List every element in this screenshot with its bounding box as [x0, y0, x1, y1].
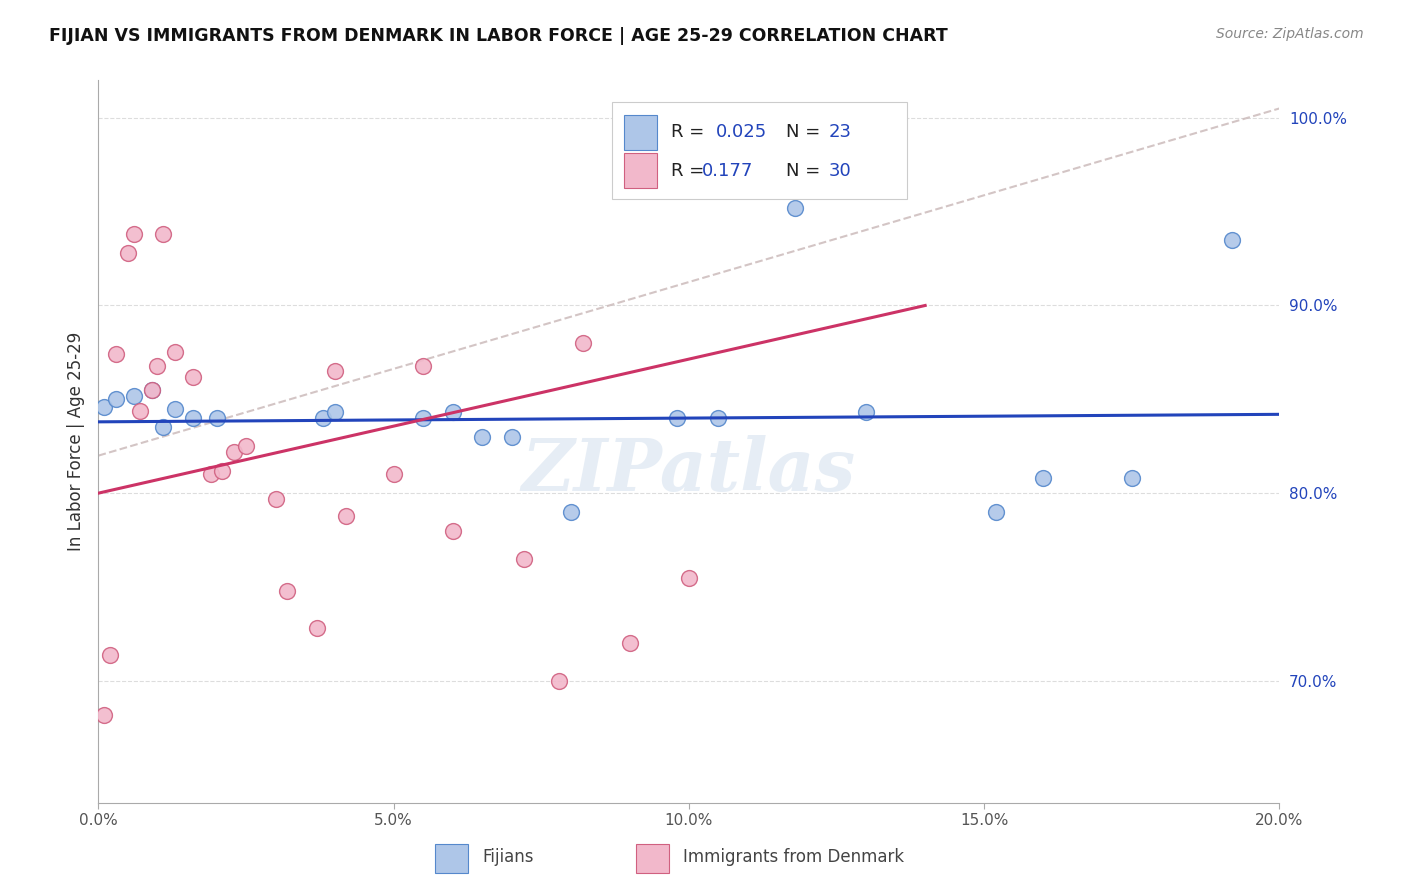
Text: 0.177: 0.177: [702, 161, 754, 179]
Point: [785, 201, 807, 215]
Point: [501, 430, 523, 444]
Point: [984, 505, 1007, 519]
Point: [548, 673, 571, 688]
Text: R =: R =: [671, 123, 710, 141]
Text: 30: 30: [828, 161, 851, 179]
Text: ZIPatlas: ZIPatlas: [522, 435, 856, 506]
Point: [200, 467, 222, 482]
Point: [141, 383, 163, 397]
Text: R =: R =: [671, 161, 710, 179]
Point: [276, 583, 298, 598]
FancyBboxPatch shape: [612, 102, 907, 200]
Point: [323, 364, 346, 378]
Point: [471, 430, 494, 444]
Point: [105, 347, 128, 361]
Point: [412, 411, 434, 425]
Point: [105, 392, 128, 407]
Text: N =: N =: [786, 161, 825, 179]
Point: [93, 707, 115, 722]
Point: [571, 336, 593, 351]
Point: [181, 411, 204, 425]
Point: [412, 359, 434, 373]
Text: FIJIAN VS IMMIGRANTS FROM DENMARK IN LABOR FORCE | AGE 25-29 CORRELATION CHART: FIJIAN VS IMMIGRANTS FROM DENMARK IN LAB…: [49, 27, 948, 45]
Point: [855, 405, 877, 419]
Point: [205, 411, 228, 425]
Text: 23: 23: [828, 123, 851, 141]
Text: N =: N =: [786, 123, 825, 141]
Point: [152, 420, 174, 434]
Point: [122, 227, 145, 242]
Point: [707, 411, 730, 425]
Point: [1121, 471, 1143, 485]
Point: [441, 524, 464, 538]
Point: [146, 359, 169, 373]
Text: Source: ZipAtlas.com: Source: ZipAtlas.com: [1216, 27, 1364, 41]
Point: [224, 445, 246, 459]
FancyBboxPatch shape: [624, 153, 657, 188]
Point: [619, 636, 641, 650]
FancyBboxPatch shape: [624, 115, 657, 150]
Text: 0.025: 0.025: [716, 123, 768, 141]
Point: [382, 467, 405, 482]
Point: [141, 383, 163, 397]
Point: [335, 508, 357, 523]
Point: [264, 491, 287, 506]
Point: [165, 401, 187, 416]
FancyBboxPatch shape: [636, 844, 669, 873]
Point: [766, 170, 789, 185]
Point: [560, 505, 582, 519]
Point: [678, 571, 700, 585]
Point: [93, 400, 115, 414]
Text: Fijians: Fijians: [482, 848, 534, 866]
Text: Immigrants from Denmark: Immigrants from Denmark: [683, 848, 904, 866]
Point: [128, 403, 150, 417]
Point: [235, 439, 257, 453]
Point: [312, 411, 335, 425]
Point: [1220, 233, 1243, 247]
Point: [1032, 471, 1054, 485]
Point: [98, 648, 121, 662]
Y-axis label: In Labor Force | Age 25-29: In Labor Force | Age 25-29: [66, 332, 84, 551]
Point: [441, 405, 464, 419]
Point: [666, 411, 689, 425]
Point: [512, 551, 534, 566]
Point: [305, 621, 328, 635]
Point: [152, 227, 174, 242]
Point: [122, 388, 145, 402]
Point: [737, 170, 759, 185]
Point: [165, 345, 187, 359]
FancyBboxPatch shape: [434, 844, 468, 873]
Point: [211, 464, 233, 478]
Point: [117, 246, 139, 260]
Point: [181, 369, 204, 384]
Point: [323, 405, 346, 419]
